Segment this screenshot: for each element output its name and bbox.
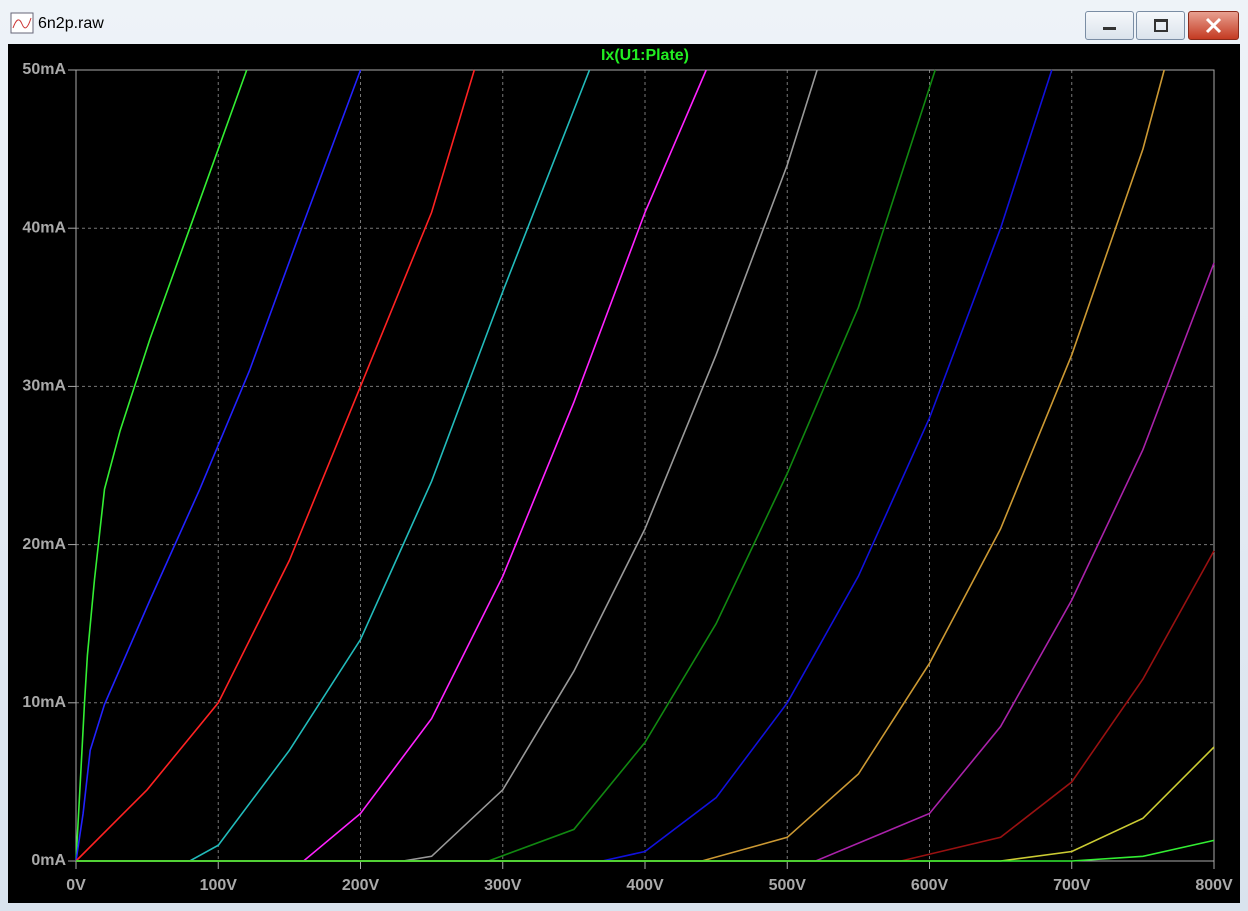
minimize-button[interactable]	[1085, 11, 1134, 40]
y-tick-label: 40mA	[22, 219, 66, 236]
x-tick-label: 600V	[911, 877, 949, 894]
x-tick-label: 700V	[1053, 877, 1091, 894]
x-tick-label: 200V	[342, 877, 380, 894]
series-line	[75, 69, 362, 862]
x-tick-label: 500V	[769, 877, 807, 894]
plot-background	[8, 44, 1240, 903]
x-tick-label: 300V	[484, 877, 522, 894]
x-tick-label: 800V	[1195, 877, 1233, 894]
close-button[interactable]	[1188, 11, 1239, 40]
series-line	[76, 69, 1053, 862]
window-title: 6n2p.raw	[38, 15, 104, 32]
y-tick-label: 50mA	[22, 61, 66, 78]
maximize-button[interactable]	[1136, 11, 1185, 40]
series-line	[76, 69, 818, 862]
series-line	[76, 69, 936, 862]
x-tick-label: 400V	[626, 877, 664, 894]
series-line	[75, 69, 476, 862]
y-tick-label: 10mA	[22, 694, 66, 711]
chart-title: Ix(U1:Plate)	[601, 47, 689, 64]
y-tick-label: 20mA	[22, 536, 66, 553]
series-line	[76, 69, 1165, 862]
x-tick-label: 0V	[66, 877, 86, 894]
series-line	[76, 839, 1215, 862]
series-line	[75, 69, 248, 862]
series-line	[76, 69, 707, 862]
app-icon	[10, 12, 34, 34]
series-line	[76, 69, 591, 862]
y-tick-label: 0mA	[31, 852, 66, 869]
y-tick-label: 30mA	[22, 378, 66, 395]
close-icon	[1205, 17, 1222, 34]
x-tick-label: 100V	[200, 877, 238, 894]
